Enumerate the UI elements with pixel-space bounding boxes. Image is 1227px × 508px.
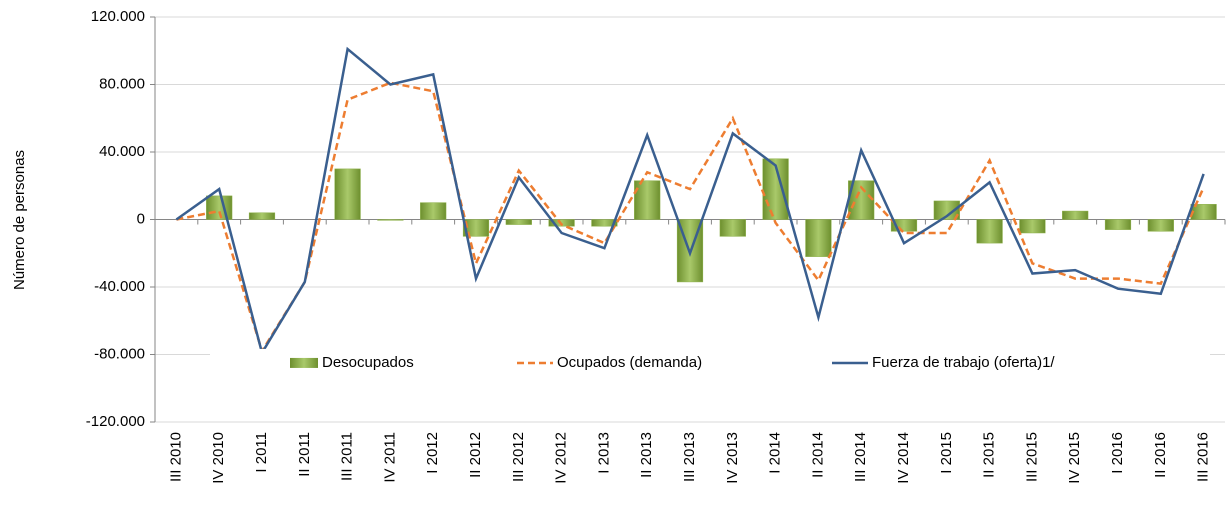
bar (377, 219, 404, 221)
bar (976, 219, 1003, 244)
legend-label: Desocupados (322, 354, 414, 371)
bar (1104, 219, 1132, 230)
x-tick-label: IV 2015 (1066, 432, 1083, 484)
x-tick-label: II 2013 (638, 432, 655, 478)
bar (1062, 210, 1089, 220)
bar (462, 219, 490, 237)
y-axis-label: Número de personas (11, 150, 28, 290)
bar (719, 219, 746, 237)
y-tick-label: 0 (137, 210, 145, 227)
x-tick-label: IV 2010 (210, 432, 227, 484)
legend-label: Ocupados (demanda) (557, 354, 702, 371)
x-tick-label: I 2013 (595, 432, 612, 474)
x-tick-label: IV 2014 (895, 432, 912, 484)
x-tick-label: I 2014 (767, 432, 784, 474)
x-tick-label: III 2016 (1195, 432, 1212, 482)
y-tick-label: 80.000 (99, 75, 145, 92)
x-tick-label: I 2016 (1109, 432, 1126, 474)
x-tick-label: III 2010 (167, 432, 184, 482)
bar (334, 168, 361, 220)
legend-swatch (290, 357, 318, 368)
legend-box (210, 348, 1210, 377)
x-tick-label: IV 2013 (724, 432, 741, 484)
y-tick-label: -40.000 (94, 278, 145, 295)
x-tick-label: II 2014 (809, 432, 826, 478)
x-tick-label: II 2015 (981, 432, 998, 478)
x-tick-label: I 2011 (253, 432, 270, 473)
x-tick-label: III 2011 (339, 432, 356, 481)
x-tick-label: I 2015 (938, 432, 955, 474)
x-tick-label: II 2016 (1152, 432, 1169, 478)
bar (1019, 219, 1046, 234)
x-tick-label: II 2012 (467, 432, 484, 478)
series-line (175, 46, 1205, 356)
bar (248, 212, 276, 220)
x-tick-label: III 2015 (1023, 432, 1040, 482)
x-tick-label: III 2014 (852, 432, 869, 482)
bar (591, 219, 618, 227)
bar (505, 219, 532, 225)
bar (805, 219, 832, 257)
bar (420, 202, 447, 220)
y-tick-label: -120.000 (86, 413, 145, 430)
x-tick-label: III 2012 (510, 432, 527, 482)
series-line (176, 81, 1205, 355)
x-tick-label: IV 2011 (381, 432, 398, 483)
bar (206, 195, 233, 220)
legend-label: Fuerza de trabajo (oferta)1/ (872, 354, 1055, 371)
bar (1147, 219, 1174, 232)
x-tick-label: IV 2012 (553, 432, 570, 484)
bar (890, 219, 918, 232)
x-tick-label: I 2012 (424, 432, 441, 474)
y-tick-label: 120.000 (91, 8, 145, 25)
y-tick-label: -80.000 (94, 345, 145, 362)
x-tick-label: II 2011 (296, 432, 313, 477)
bar (634, 180, 661, 220)
x-tick-label: III 2013 (681, 432, 698, 482)
y-tick-label: 40.000 (99, 143, 145, 160)
